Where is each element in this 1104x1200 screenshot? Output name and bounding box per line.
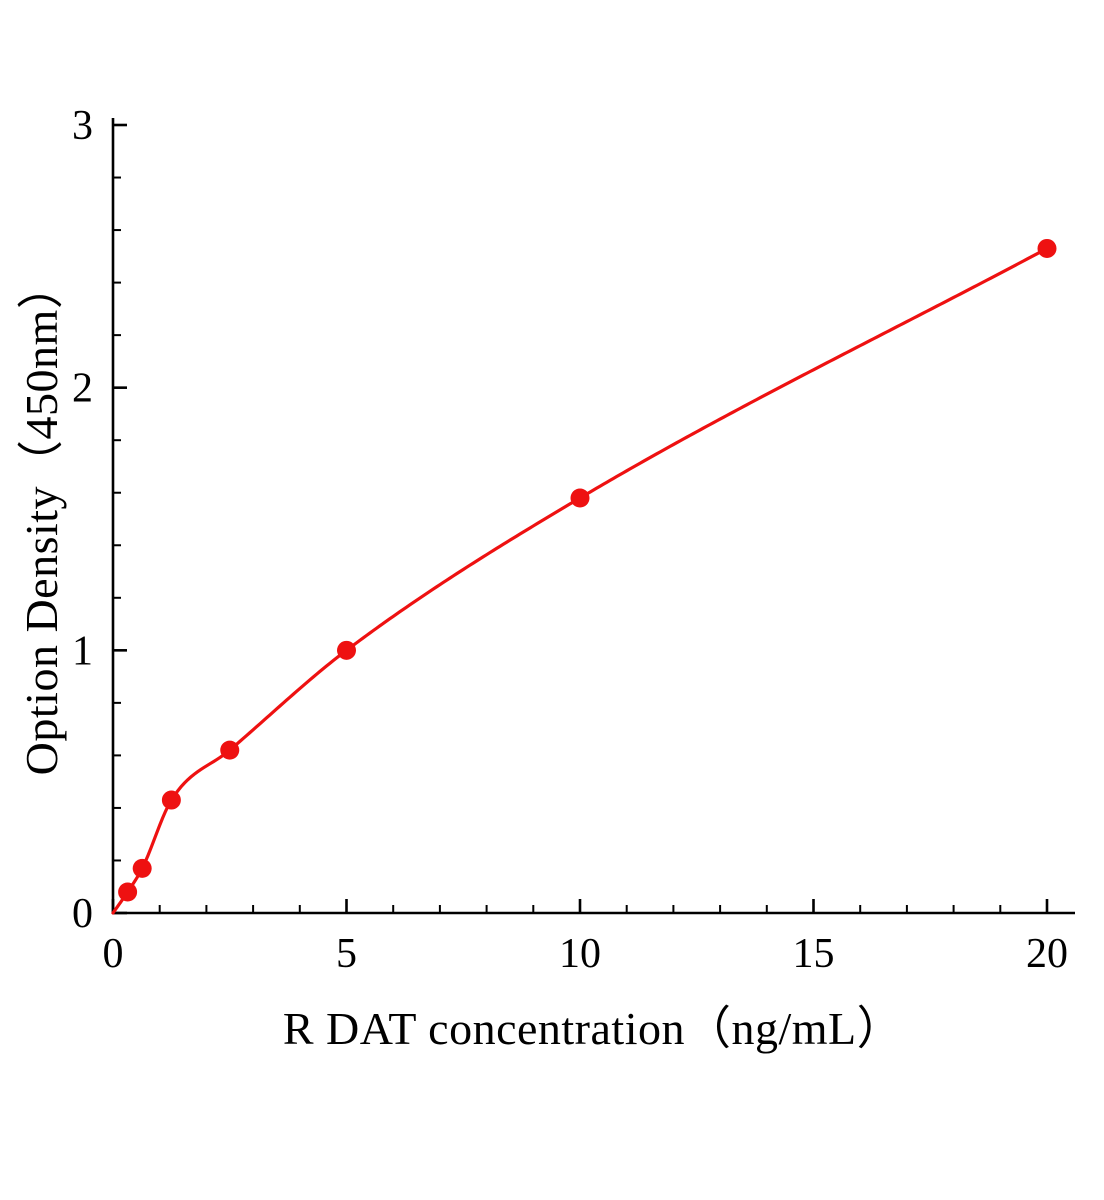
data-point-marker [1037, 238, 1057, 258]
x-tick-label: 20 [1026, 931, 1068, 977]
data-point-marker [118, 882, 138, 902]
fit-curve [111, 246, 1049, 915]
x-tick-label: 15 [793, 931, 835, 977]
y-tick-label: 1 [72, 628, 93, 674]
y-tick-label: 2 [72, 366, 93, 412]
x-tick-label: 0 [103, 931, 124, 977]
data-point-marker [161, 790, 181, 810]
x-tick-label: 5 [336, 931, 357, 977]
data-point-marker [220, 740, 240, 760]
data-point-marker [337, 640, 356, 660]
data-point-marker [132, 858, 152, 878]
data-point-marker [570, 488, 590, 508]
x-axis-title: R DAT concentration（ng/mL） [282, 1003, 904, 1054]
x-tick-label: 10 [559, 931, 601, 977]
y-tick-label: 0 [72, 891, 93, 937]
y-axis-title: Option Density（450nm） [16, 262, 67, 776]
y-tick-label: 3 [72, 103, 93, 149]
